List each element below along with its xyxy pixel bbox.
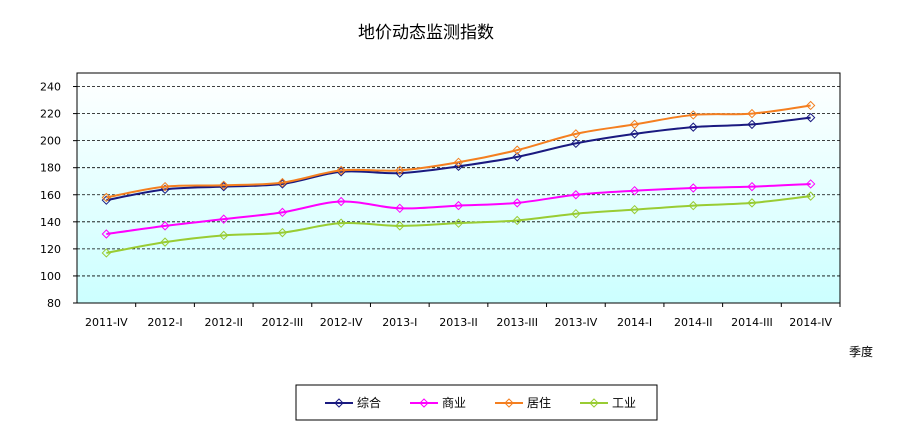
data-point — [219, 214, 229, 224]
data-point — [160, 221, 170, 231]
data-point — [512, 145, 522, 155]
y-tick-label: 140 — [40, 216, 61, 229]
series-3 — [101, 191, 816, 258]
data-point — [571, 190, 581, 200]
data-point — [219, 180, 229, 191]
x-tick-label: 2014-IV — [789, 316, 832, 329]
y-tick-label: 160 — [40, 189, 61, 202]
legend-marker — [419, 398, 429, 408]
x-tick-label: 2013-III — [496, 316, 538, 329]
x-tick-label: 2014-I — [617, 316, 652, 329]
data-point — [512, 198, 522, 208]
series-group — [101, 100, 816, 258]
data-point — [688, 110, 698, 120]
series-2 — [101, 100, 816, 203]
data-point — [629, 119, 640, 130]
data-point — [571, 129, 581, 139]
x-tick-label: 2012-IV — [320, 316, 363, 329]
data-point — [453, 200, 464, 211]
x-tick-label: 2012-II — [205, 316, 243, 329]
series-1 — [101, 179, 816, 239]
data-point — [219, 230, 229, 241]
data-point — [512, 152, 522, 162]
data-point — [101, 192, 112, 203]
data-point — [101, 229, 112, 239]
data-point — [805, 191, 816, 201]
data-point — [571, 208, 581, 219]
data-point — [805, 179, 816, 189]
x-axis-ticks: 2011-IV 2012-I 2012-II 2012-III 2012-IV 2013-… — [85, 303, 841, 329]
x-tick-label: 2013-I — [382, 316, 417, 329]
data-point — [277, 207, 288, 218]
data-point — [160, 181, 170, 192]
legend-marker — [334, 398, 344, 408]
y-tick-label: 180 — [40, 162, 61, 175]
data-point — [336, 218, 346, 228]
legend: 综合 商业 居住 工业 — [325, 395, 636, 410]
y-tick-label: 240 — [40, 81, 61, 94]
y-tick-label: 80 — [47, 297, 61, 310]
data-point — [395, 221, 405, 231]
data-point — [747, 108, 757, 119]
data-point — [688, 200, 698, 211]
data-point — [747, 181, 757, 192]
data-point — [629, 129, 640, 139]
x-tick-label: 2012-I — [147, 316, 182, 329]
data-point — [453, 157, 464, 168]
y-tick-label: 220 — [40, 108, 61, 121]
data-point — [336, 196, 346, 207]
data-point — [747, 119, 757, 130]
x-axis-label: 季度 — [849, 344, 873, 359]
data-point — [747, 198, 757, 208]
series-line — [106, 182, 811, 235]
data-point — [395, 165, 405, 176]
x-tick-label: 2014-II — [674, 316, 712, 329]
legend-marker — [504, 398, 514, 408]
data-point — [805, 112, 816, 123]
data-point — [805, 100, 816, 111]
x-tick-label: 2011-IV — [85, 316, 128, 329]
legend-label: 商业 — [442, 395, 466, 410]
data-point — [688, 122, 698, 132]
data-point — [395, 203, 405, 214]
legend-label: 居住 — [527, 396, 551, 410]
series-line — [106, 104, 811, 199]
data-point — [101, 248, 112, 258]
y-tick-label: 200 — [40, 135, 61, 148]
x-tick-label: 2012-III — [262, 316, 304, 329]
data-point — [453, 161, 464, 172]
y-tick-label: 120 — [40, 243, 61, 256]
data-point — [160, 237, 170, 247]
data-point — [629, 185, 640, 196]
chart-title: 地价动态监测指数 — [358, 23, 494, 43]
data-point — [571, 138, 581, 149]
data-point — [277, 227, 288, 238]
legend-label: 综合 — [357, 395, 381, 410]
x-tick-label: 2013-IV — [555, 316, 598, 329]
data-point — [336, 165, 346, 176]
legend-label: 工业 — [612, 396, 636, 410]
data-point — [277, 177, 288, 188]
y-tick-label: 100 — [40, 270, 61, 283]
data-point — [512, 215, 522, 226]
x-tick-label: 2014-III — [731, 316, 773, 329]
x-tick-label: 2013-II — [439, 316, 477, 329]
data-point — [453, 218, 464, 228]
data-point — [629, 204, 640, 215]
y-axis-ticks: 80 100 120 140 160 180 200 220 240 — [40, 81, 77, 310]
series-line — [106, 195, 811, 254]
data-point — [688, 183, 698, 193]
legend-marker — [589, 398, 599, 408]
